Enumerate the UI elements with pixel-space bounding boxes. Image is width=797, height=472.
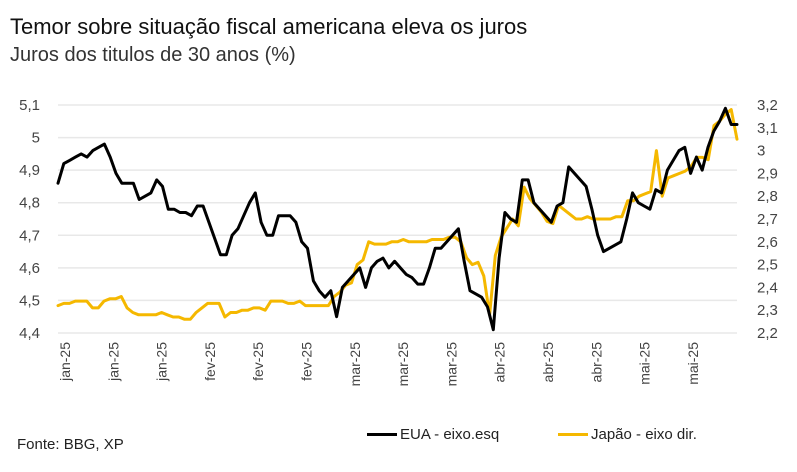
left-tick-label: 4,5 xyxy=(19,292,40,309)
left-tick-label: 4,8 xyxy=(19,195,40,212)
x-tick-label: mar-25 xyxy=(395,342,411,387)
x-tick-label: mai-25 xyxy=(637,342,653,385)
left-tick-label: 5 xyxy=(32,130,40,147)
x-tick-label: mai-25 xyxy=(685,342,701,385)
right-tick-label: 3,2 xyxy=(757,97,778,114)
x-tick-label: mar-25 xyxy=(443,342,459,387)
series-lines xyxy=(56,106,739,332)
chart-subtitle: Juros dos titulos de 30 anos (%) xyxy=(10,44,296,66)
left-tick-label: 4,4 xyxy=(19,325,40,342)
right-tick-label: 2,4 xyxy=(757,279,778,296)
legend-swatch-us xyxy=(367,433,397,436)
legend-swatch-japan xyxy=(558,433,588,436)
x-tick-label: abr-25 xyxy=(492,342,508,383)
x-tick-label: abr-25 xyxy=(588,342,604,383)
right-axis-ticks: 2,2 2,3 2,4 2,5 2,6 2,7 2,8 2,9 3 3,1 3,2 xyxy=(757,97,778,342)
us-yield-line xyxy=(56,106,739,332)
left-tick-label: 4,9 xyxy=(19,162,40,179)
japan-yield-line xyxy=(56,108,739,321)
source-note: Fonte: BBG, XP xyxy=(17,436,124,453)
x-tick-label: jan-25 xyxy=(57,342,73,382)
x-tick-label: mar-25 xyxy=(347,342,363,387)
left-tick-label: 5,1 xyxy=(19,97,40,114)
right-tick-label: 2,2 xyxy=(757,325,778,342)
left-tick-label: 4,7 xyxy=(19,227,40,244)
right-tick-label: 2,6 xyxy=(757,234,778,251)
x-tick-label: fev-25 xyxy=(202,342,218,381)
legend-item-us: EUA - eixo.esq xyxy=(367,426,499,443)
chart-title: Temor sobre situação fiscal americana el… xyxy=(10,14,528,39)
right-tick-label: 3,1 xyxy=(757,120,778,137)
right-tick-label: 2,3 xyxy=(757,302,778,319)
right-tick-label: 2,9 xyxy=(757,165,778,182)
x-axis-ticks: jan-25 jan-25 jan-25 fev-25 fev-25 fev-25 mar-… xyxy=(57,342,701,387)
right-tick-label: 3 xyxy=(757,143,765,160)
gridlines xyxy=(58,104,737,334)
left-axis-ticks: 4,4 4,5 4,6 4,7 4,8 4,9 5 5,1 xyxy=(19,97,40,342)
legend-label-japan: Japão - eixo dir. xyxy=(591,426,697,443)
legend-item-japan: Japão - eixo dir. xyxy=(558,426,697,443)
right-tick-label: 2,5 xyxy=(757,257,778,274)
legend-label-us: EUA - eixo.esq xyxy=(400,426,500,443)
right-tick-label: 2,8 xyxy=(757,188,778,205)
x-tick-label: fev-25 xyxy=(250,342,266,381)
x-tick-label: abr-25 xyxy=(540,342,556,383)
left-tick-label: 4,6 xyxy=(19,260,40,277)
right-tick-label: 2,7 xyxy=(757,211,778,228)
x-tick-label: jan-25 xyxy=(154,342,170,382)
x-tick-label: fev-25 xyxy=(299,342,315,381)
x-tick-label: jan-25 xyxy=(105,342,121,382)
